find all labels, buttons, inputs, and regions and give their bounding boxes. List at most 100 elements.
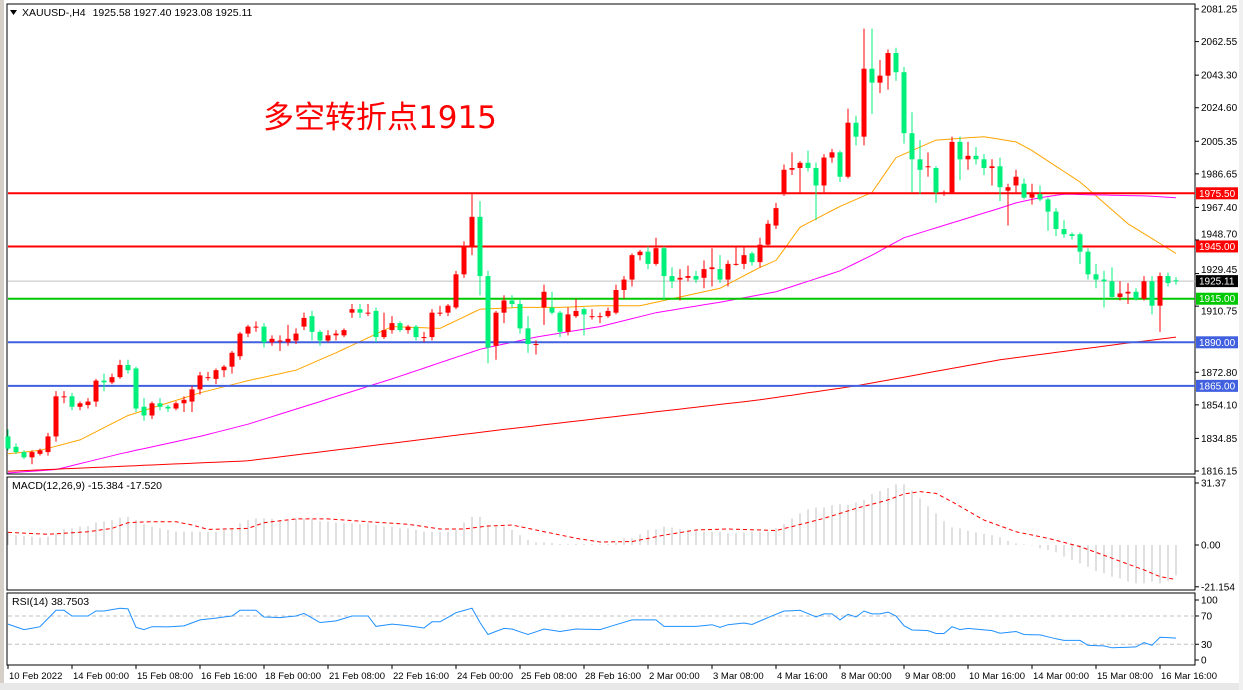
candle[interactable] — [621, 276, 627, 299]
candle[interactable] — [645, 246, 651, 270]
candle[interactable] — [173, 401, 179, 411]
candle[interactable] — [949, 136, 955, 195]
candle[interactable] — [973, 147, 979, 165]
candle[interactable] — [549, 291, 555, 315]
candle[interactable] — [605, 307, 611, 318]
candle[interactable] — [333, 330, 339, 341]
candle[interactable] — [77, 401, 83, 411]
candle[interactable] — [341, 328, 347, 338]
candle[interactable] — [589, 309, 595, 320]
candle[interactable] — [485, 270, 491, 364]
candle[interactable] — [501, 295, 507, 324]
candle[interactable] — [717, 255, 723, 284]
candle[interactable] — [493, 310, 499, 360]
candle[interactable] — [637, 249, 643, 261]
candle[interactable] — [517, 298, 523, 334]
candle[interactable] — [1165, 272, 1171, 287]
candle[interactable] — [981, 154, 987, 175]
candle[interactable] — [1045, 197, 1051, 231]
candle[interactable] — [757, 237, 763, 268]
candle[interactable] — [789, 152, 795, 175]
candle[interactable] — [749, 251, 755, 266]
candle[interactable] — [893, 47, 899, 81]
candle[interactable] — [261, 323, 267, 348]
candle[interactable] — [437, 305, 443, 317]
candle[interactable] — [45, 432, 51, 456]
candle[interactable] — [93, 378, 99, 407]
candle[interactable] — [1173, 277, 1179, 285]
candle[interactable] — [37, 448, 43, 456]
candle[interactable] — [693, 270, 699, 284]
candle[interactable] — [845, 108, 851, 179]
candle[interactable] — [1037, 185, 1043, 202]
candle[interactable] — [165, 405, 171, 413]
candle[interactable] — [837, 150, 843, 182]
candle[interactable] — [1005, 183, 1011, 226]
candle[interactable] — [69, 392, 75, 411]
candle[interactable] — [525, 316, 531, 353]
candle[interactable] — [1053, 208, 1059, 236]
candle[interactable] — [1077, 232, 1083, 264]
candle[interactable] — [933, 166, 939, 203]
candle[interactable] — [309, 310, 315, 341]
candle[interactable] — [389, 316, 395, 334]
candle[interactable] — [565, 307, 571, 336]
triangle-down-icon[interactable] — [10, 10, 17, 15]
candle[interactable] — [413, 324, 419, 341]
candle[interactable] — [797, 161, 803, 193]
candle[interactable] — [1101, 270, 1107, 308]
candle[interactable] — [213, 368, 219, 385]
candle[interactable] — [1021, 178, 1027, 200]
candle[interactable] — [445, 303, 451, 317]
candle[interactable] — [13, 443, 19, 454]
candle[interactable] — [197, 371, 203, 395]
candle[interactable] — [5, 429, 11, 451]
candle[interactable] — [821, 154, 827, 193]
candle[interactable] — [533, 340, 539, 355]
candle[interactable] — [429, 309, 435, 341]
candle[interactable] — [269, 335, 275, 346]
candle[interactable] — [1141, 276, 1147, 301]
candle[interactable] — [133, 366, 139, 413]
candle[interactable] — [245, 324, 251, 338]
candle[interactable] — [813, 162, 819, 221]
candle[interactable] — [877, 59, 883, 94]
candle[interactable] — [325, 330, 331, 343]
candle[interactable] — [109, 373, 115, 385]
candle[interactable] — [901, 66, 907, 144]
candle[interactable] — [997, 157, 1003, 202]
candle[interactable] — [1117, 281, 1123, 301]
candle[interactable] — [397, 321, 403, 332]
candle[interactable] — [661, 246, 667, 301]
candle[interactable] — [253, 321, 259, 332]
candle[interactable] — [581, 307, 587, 336]
candle[interactable] — [181, 396, 187, 413]
candle[interactable] — [237, 331, 243, 360]
candle[interactable] — [805, 150, 811, 172]
candle[interactable] — [29, 450, 35, 465]
candle[interactable] — [701, 260, 707, 289]
candle[interactable] — [1085, 248, 1091, 280]
candle[interactable] — [853, 115, 859, 146]
candle[interactable] — [1149, 276, 1155, 315]
candle[interactable] — [725, 260, 731, 287]
candle[interactable] — [1029, 183, 1035, 205]
candle[interactable] — [773, 202, 779, 230]
candle[interactable] — [597, 312, 603, 324]
candle[interactable] — [733, 246, 739, 266]
candle[interactable] — [669, 267, 675, 289]
candle[interactable] — [909, 112, 915, 193]
candle[interactable] — [965, 141, 971, 170]
candle[interactable] — [613, 284, 619, 315]
candle[interactable] — [653, 237, 659, 266]
candle[interactable] — [381, 312, 387, 339]
candle[interactable] — [1125, 283, 1131, 304]
candle[interactable] — [509, 295, 515, 308]
candle[interactable] — [781, 164, 787, 196]
candle[interactable] — [941, 190, 947, 196]
candle[interactable] — [293, 328, 299, 345]
candle[interactable] — [141, 398, 147, 421]
candle[interactable] — [189, 385, 195, 413]
candle[interactable] — [1013, 169, 1019, 193]
